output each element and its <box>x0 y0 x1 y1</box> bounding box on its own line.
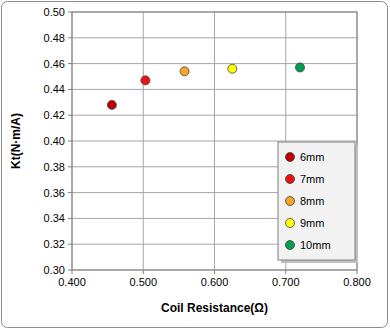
legend-label: 6mm <box>300 151 324 163</box>
plot-area <box>72 12 357 270</box>
x-tick-label: 0.600 <box>201 276 229 288</box>
y-tick-label: 0.48 <box>44 32 65 44</box>
x-tick-label: 0.500 <box>129 276 157 288</box>
x-tick-label: 0.700 <box>272 276 300 288</box>
x-tick <box>214 270 215 274</box>
point <box>141 76 150 85</box>
x-tick <box>357 270 358 274</box>
y-grid-line <box>72 115 357 116</box>
y-tick <box>68 192 72 193</box>
y-tick <box>68 115 72 116</box>
legend-label: 7mm <box>300 173 324 185</box>
chart-frame <box>2 2 388 328</box>
point <box>180 67 189 76</box>
y-tick-label: 0.30 <box>44 264 65 276</box>
y-axis-title: Kt(N·m/A) <box>9 113 23 169</box>
points <box>107 63 304 109</box>
legend-marker <box>286 175 295 184</box>
y-tick-label: 0.36 <box>44 187 65 199</box>
y-tick-label: 0.38 <box>44 161 65 173</box>
legend-label: 9mm <box>300 217 324 229</box>
y-tick-label: 0.46 <box>44 58 65 70</box>
x-tick <box>143 270 144 274</box>
y-tick-label: 0.40 <box>44 135 65 147</box>
y-tick <box>68 12 72 13</box>
chart: 0.400 0.500 0.600 0.700 0.800 0.30 0.32 0.34 0.3… <box>0 0 390 330</box>
y-tick-label: 0.34 <box>44 212 65 224</box>
point <box>107 100 116 109</box>
x-tick-label: 0.800 <box>343 276 371 288</box>
y-tick-label: 0.32 <box>44 238 65 250</box>
x-tick <box>285 270 286 274</box>
x-tick <box>72 270 73 274</box>
point <box>228 64 237 73</box>
y-grid-line <box>72 63 357 64</box>
legend-marker <box>286 197 295 206</box>
y-tick <box>68 270 72 271</box>
y-grid-line <box>72 89 357 90</box>
y-grid-line <box>72 141 357 142</box>
y-tick-label: 0.42 <box>44 109 65 121</box>
legend-box <box>278 142 355 260</box>
y-grid-line <box>72 37 357 38</box>
plot-border <box>72 12 357 270</box>
y-tick <box>68 89 72 90</box>
legend-marker <box>286 153 295 162</box>
x-axis-title: Coil Resistance(Ω) <box>161 301 268 315</box>
x-tick-label: 0.400 <box>58 276 86 288</box>
y-tick <box>68 218 72 219</box>
y-tick <box>68 63 72 64</box>
point <box>296 63 305 72</box>
y-tick <box>68 166 72 167</box>
legend-label: 8mm <box>300 195 324 207</box>
legend: 6mm 7mm 8mm 9mm 10mm <box>278 142 358 263</box>
legend-label: 10mm <box>300 239 331 251</box>
legend-marker <box>286 241 295 250</box>
y-tick-label: 0.50 <box>44 6 65 18</box>
legend-marker <box>286 219 295 228</box>
y-tick-label: 0.44 <box>44 83 65 95</box>
y-tick <box>68 141 72 142</box>
y-tick <box>68 244 72 245</box>
y-tick <box>68 37 72 38</box>
